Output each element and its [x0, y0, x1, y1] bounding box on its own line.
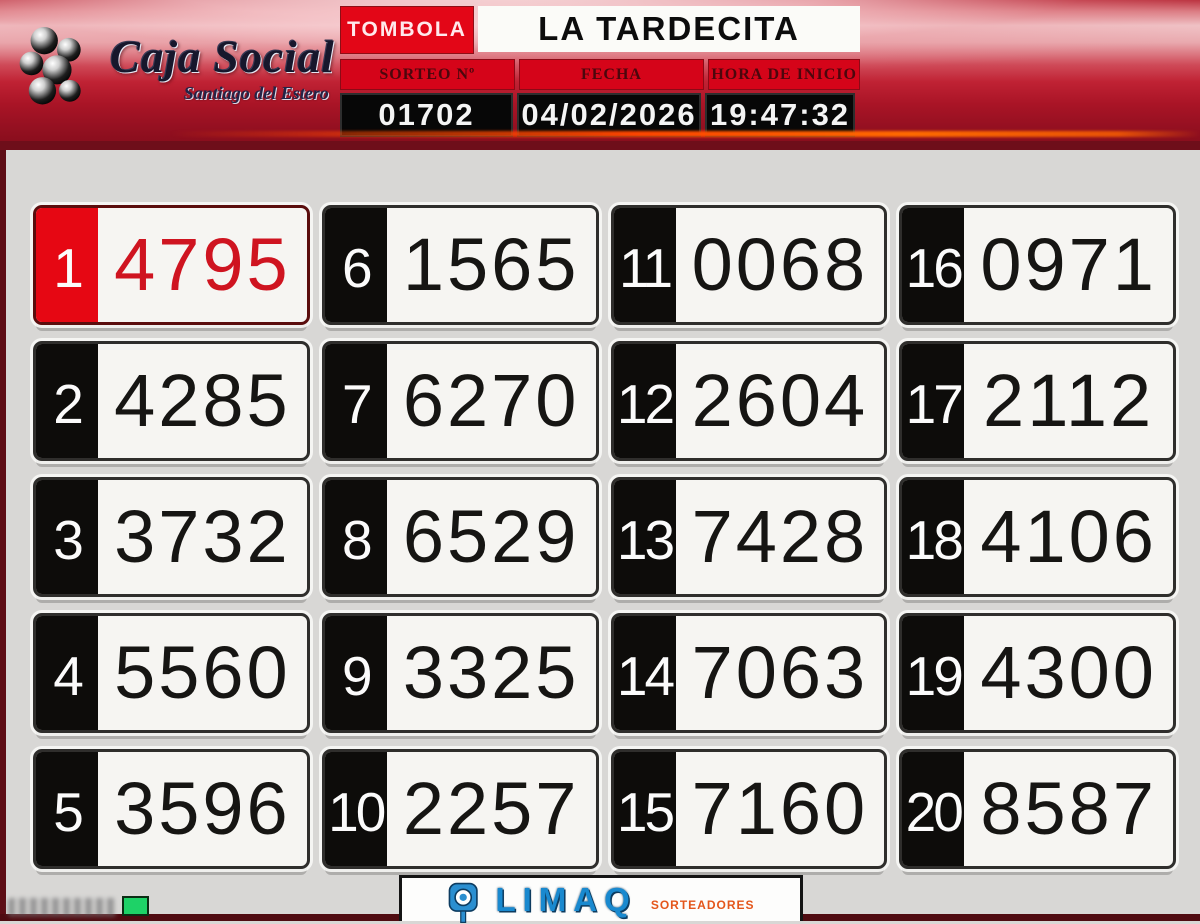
result-position: 20: [902, 752, 965, 866]
result-cell: 17 2112: [899, 341, 1176, 461]
org-title: Caja Social: [110, 31, 335, 82]
fecha-label: FECHA: [518, 59, 705, 90]
result-position: 10: [324, 752, 387, 866]
result-cell: 10 2257: [321, 749, 599, 869]
result-number: 4285: [114, 359, 291, 442]
limaq-machine-icon: [449, 882, 479, 923]
result-number: 5560: [114, 631, 291, 714]
sorteo-value: 01702: [340, 93, 513, 137]
result-cell: 11 0068: [610, 205, 888, 325]
result-position: 1: [36, 208, 98, 322]
result-number: 7063: [691, 631, 869, 714]
sorteo-label: SORTEO Nº: [340, 59, 515, 90]
result-number: 4106: [980, 495, 1157, 578]
draw-name: LA TARDECITA: [478, 6, 860, 52]
result-number: 2257: [402, 767, 580, 850]
result-cell: 15 7160: [610, 749, 888, 869]
header-bottom-bar: [0, 141, 1200, 150]
result-number: 3732: [114, 495, 291, 578]
limaq-tagline: SORTEADORES: [650, 897, 755, 912]
result-number: 1565: [402, 223, 580, 306]
result-position: 15: [613, 752, 676, 866]
result-number: 7160: [691, 767, 869, 850]
result-cell: 20 8587: [899, 749, 1176, 869]
result-cell: 18 4106: [899, 477, 1176, 597]
result-position: 18: [902, 480, 965, 594]
result-number: 6529: [402, 495, 580, 578]
result-position: 7: [324, 344, 387, 458]
result-position: 13: [613, 480, 676, 594]
result-position: 17: [902, 344, 965, 458]
result-cell: 19 4300: [899, 613, 1176, 733]
result-position: 11: [613, 208, 676, 322]
result-position: 3: [36, 480, 98, 594]
result-number: 6270: [402, 359, 580, 442]
result-number: 0971: [980, 223, 1157, 306]
result-cell: 1 4795: [33, 205, 310, 325]
result-position: 19: [902, 616, 965, 730]
result-cell: 3 3732: [33, 477, 310, 597]
logo: Caja Social Santiago del Estero: [16, 20, 335, 116]
result-number: 2604: [691, 359, 869, 442]
result-number: 4795: [114, 223, 291, 306]
result-cell: 4 5560: [33, 613, 310, 733]
draw-info-panel: TOMBOLA LA TARDECITA SORTEO Nº FECHA HOR…: [340, 6, 860, 137]
result-cell: 5 3596: [33, 749, 310, 869]
result-position: 8: [324, 480, 387, 594]
result-cell: 13 7428: [610, 477, 888, 597]
result-position: 5: [36, 752, 98, 866]
result-position: 2: [36, 344, 98, 458]
result-number: 8587: [980, 767, 1157, 850]
limaq-footer: LIMAQ SORTEADORES: [399, 875, 803, 923]
lottery-balls-icon: [19, 27, 81, 105]
result-number: 3325: [402, 631, 580, 714]
result-cell: 14 7063: [610, 613, 888, 733]
result-position: 4: [36, 616, 98, 730]
result-cell: 6 1565: [321, 205, 599, 325]
result-position: 6: [324, 208, 387, 322]
watermark-text-blurred: [8, 898, 116, 917]
result-number: 0068: [691, 223, 869, 306]
result-position: 9: [324, 616, 387, 730]
hora-label: HORA DE INICIO: [708, 59, 860, 90]
limaq-brand: LIMAQ: [495, 880, 637, 918]
result-position: 12: [613, 344, 676, 458]
result-position: 16: [902, 208, 965, 322]
result-cell: 7 6270: [321, 341, 599, 461]
results-grid: 1 4795 2 4285 3 3732 4 5560 5 3596 6 156…: [33, 205, 1176, 869]
left-edge-bar: [0, 150, 6, 921]
green-indicator: [122, 896, 149, 916]
header-banner: Caja Social Santiago del Estero TOMBOLA …: [0, 0, 1200, 141]
org-subtitle: Santiago del Estero: [183, 82, 329, 103]
result-cell: 9 3325: [321, 613, 599, 733]
result-number: 2112: [983, 359, 1155, 442]
result-cell: 8 6529: [321, 477, 599, 597]
result-position: 14: [613, 616, 676, 730]
result-cell: 16 0971: [899, 205, 1176, 325]
header-glow-line: [170, 131, 1200, 137]
tombola-label: TOMBOLA: [340, 6, 474, 54]
result-cell: 2 4285: [33, 341, 310, 461]
result-cell: 12 2604: [610, 341, 888, 461]
result-number: 7428: [691, 495, 869, 578]
fecha-value: 04/02/2026: [517, 93, 701, 137]
result-number: 4300: [980, 631, 1157, 714]
result-number: 3596: [114, 767, 291, 850]
